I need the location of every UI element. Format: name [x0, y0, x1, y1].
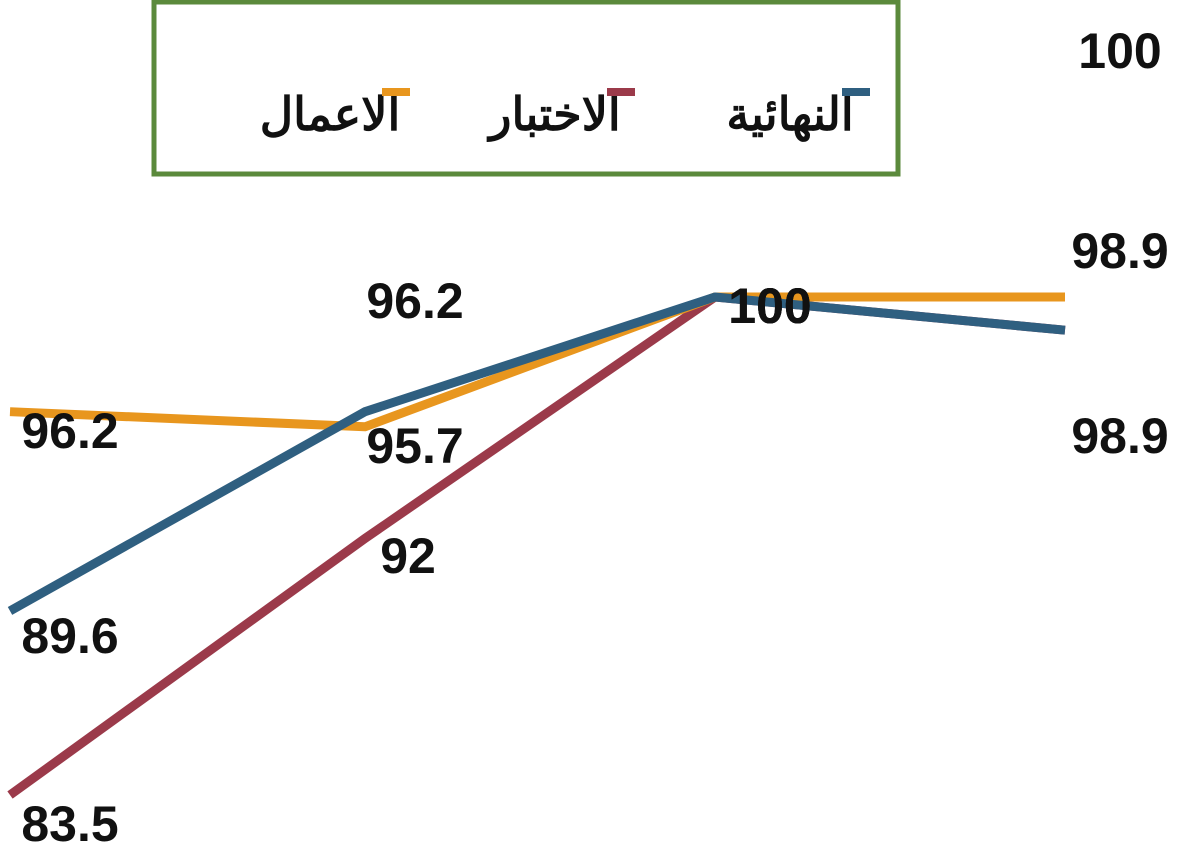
- legend-label: الاعمال: [260, 88, 401, 140]
- plot: [7, 292, 1066, 799]
- legend-label: الاختبار: [486, 88, 620, 142]
- series-line: [7, 292, 1066, 799]
- series-line: [7, 292, 1066, 615]
- data-label: 98.9: [1071, 223, 1168, 279]
- legend-label: النهائية: [726, 88, 853, 142]
- data-label: 89.6: [21, 608, 118, 664]
- data-label: 100: [1078, 23, 1161, 79]
- data-label: 96.2: [366, 273, 463, 329]
- data-label: 100: [728, 278, 811, 334]
- data-label: 100: [728, 278, 811, 334]
- series-line: [9, 292, 1065, 432]
- data-label: 96.2: [21, 403, 118, 459]
- data-label: 98.9: [1071, 408, 1168, 464]
- legend-box: [151, 0, 901, 177]
- data-label: 100: [728, 278, 811, 334]
- data-label: 92: [380, 528, 436, 584]
- legend: الاختبار الاعمال النهائية: [260, 88, 870, 142]
- data-label: 95.7: [366, 418, 463, 474]
- data-label: 83.5: [21, 796, 118, 852]
